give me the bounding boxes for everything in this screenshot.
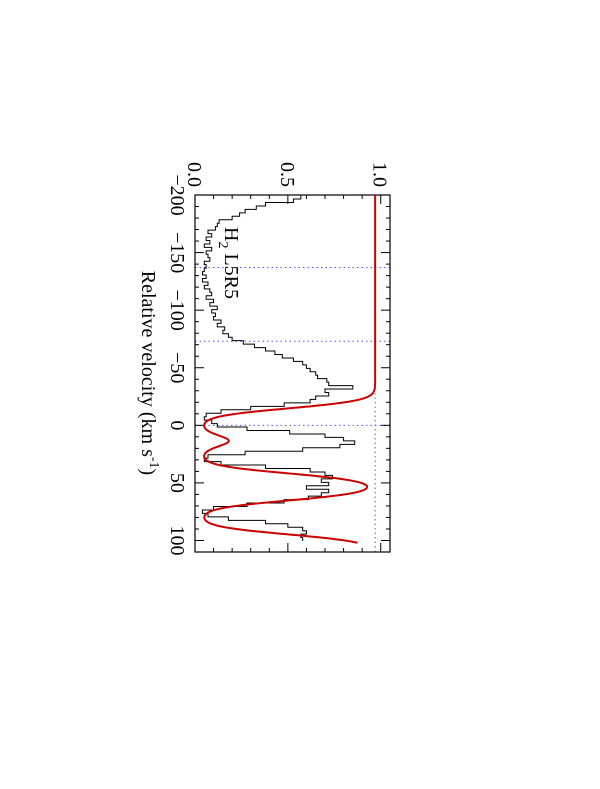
x-tick-label: −50 <box>166 352 188 383</box>
x-tick-label: −200 <box>166 174 188 215</box>
line-annotation: H2 L5R5 <box>215 227 242 299</box>
plot-frame <box>194 194 391 553</box>
model-fit-line <box>203 195 377 544</box>
data-histogram-line <box>201 195 356 542</box>
x-tick-label: −100 <box>166 290 188 331</box>
x-axis-label: Relative velocity (km s-1) <box>137 271 161 475</box>
y-tick-label: 0.5 <box>276 162 298 187</box>
axis-ticks <box>194 194 390 553</box>
x-tick-label: 100 <box>166 525 188 555</box>
y-tick-label: 1.0 <box>369 162 391 187</box>
x-tick-label: 0 <box>166 420 188 430</box>
y-tick-labels: 0.0 0.5 1.0 <box>183 162 391 187</box>
y-tick-label: 0.0 <box>183 162 205 187</box>
x-tick-label: 50 <box>166 473 188 493</box>
x-tick-labels: −200 −150 −100 −50 0 50 100 <box>166 174 188 555</box>
x-tick-label: −150 <box>166 232 188 273</box>
